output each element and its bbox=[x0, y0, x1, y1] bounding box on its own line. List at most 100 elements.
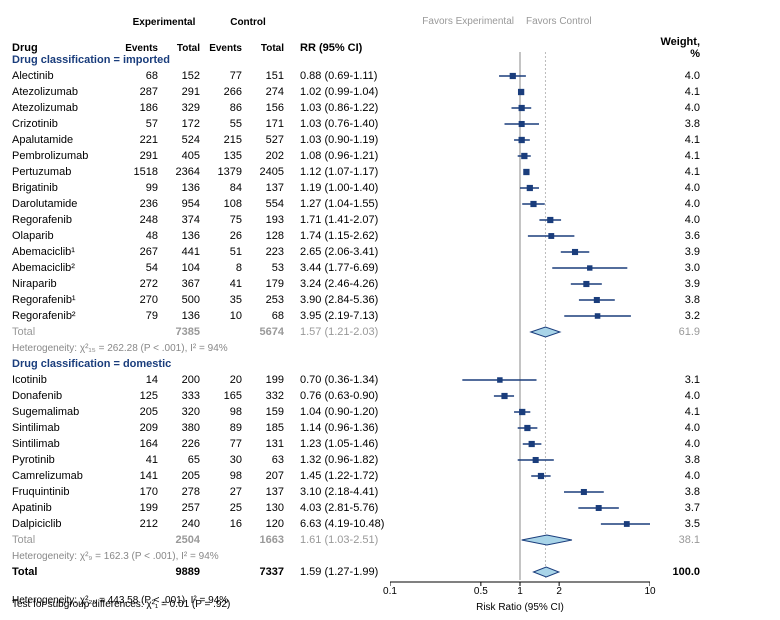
forest-plot-cell bbox=[390, 420, 650, 436]
rr-ci: 1.19 (1.00-1.40) bbox=[290, 182, 390, 194]
exp-total: 136 bbox=[164, 310, 206, 322]
forest-plot-cell bbox=[390, 84, 650, 100]
subgroup-test: Test for subgroup differences: χ²₁ = 0.0… bbox=[12, 599, 390, 610]
forest-plot-cell bbox=[390, 116, 650, 132]
ctrl-total: 53 bbox=[248, 262, 290, 274]
forest-plot-cell bbox=[390, 548, 650, 564]
ctrl-total: 207 bbox=[248, 470, 290, 482]
ctrl-events: 98 bbox=[206, 470, 248, 482]
exp-events: 170 bbox=[122, 486, 164, 498]
ctrl-total: 2405 bbox=[248, 166, 290, 178]
rr-ci: 0.70 (0.36-1.34) bbox=[290, 374, 390, 386]
weight: 3.2 bbox=[650, 310, 700, 322]
drug-name: Regorafenib² bbox=[12, 310, 122, 322]
ctrl-total: 199 bbox=[248, 374, 290, 386]
subgroup-header: Drug classification = domestic bbox=[12, 358, 290, 370]
ctrl-events: 215 bbox=[206, 134, 248, 146]
forest-row: Alectinib68152771510.88 (0.69-1.11)4.0 bbox=[12, 68, 768, 84]
forest-plot-cell bbox=[390, 436, 650, 452]
exp-events: 1518 bbox=[122, 166, 164, 178]
rr-ci: 0.76 (0.63-0.90) bbox=[290, 390, 390, 402]
drug-name: Pyrotinib bbox=[12, 454, 122, 466]
ctrl-total: 253 bbox=[248, 294, 290, 306]
exp-events: 79 bbox=[122, 310, 164, 322]
drug-name: Regorafenib bbox=[12, 214, 122, 226]
exp-events: 291 bbox=[122, 150, 164, 162]
grand-ctrl-total: 7337 bbox=[248, 566, 290, 578]
forest-row: Sintilimab164226771311.23 (1.05-1.46)4.0 bbox=[12, 436, 768, 452]
weight: 3.1 bbox=[650, 374, 700, 386]
exp-total: 441 bbox=[164, 246, 206, 258]
forest-row: Regorafenib²7913610683.95 (2.19-7.13)3.2 bbox=[12, 308, 768, 324]
rr-ci: 1.03 (0.90-1.19) bbox=[290, 134, 390, 146]
exp-total: 524 bbox=[164, 134, 206, 146]
ctrl-total: 179 bbox=[248, 278, 290, 290]
weight: 4.1 bbox=[650, 166, 700, 178]
exp-events: 205 bbox=[122, 406, 164, 418]
exp-events: 221 bbox=[122, 134, 164, 146]
tick-label: 1 bbox=[517, 586, 523, 597]
exp-events: 125 bbox=[122, 390, 164, 402]
exp-total: 405 bbox=[164, 150, 206, 162]
ctrl-events: 86 bbox=[206, 102, 248, 114]
fav-ctrl: Favors Control bbox=[526, 16, 592, 27]
drug-name: Icotinib bbox=[12, 374, 122, 386]
rr-ci: 1.14 (0.96-1.36) bbox=[290, 422, 390, 434]
forest-plot-cell bbox=[390, 196, 650, 212]
exp-events: 248 bbox=[122, 214, 164, 226]
ctrl-events: 20 bbox=[206, 374, 248, 386]
rr-ci: 3.10 (2.18-4.41) bbox=[290, 486, 390, 498]
hdr-ctrl-events: Events bbox=[206, 43, 248, 54]
grand-exp-total: 9889 bbox=[164, 566, 206, 578]
ctrl-total: 131 bbox=[248, 438, 290, 450]
exp-events: 141 bbox=[122, 470, 164, 482]
ctrl-total: 151 bbox=[248, 70, 290, 82]
tick-label: 0.5 bbox=[474, 586, 488, 597]
drug-name: Crizotinib bbox=[12, 118, 122, 130]
ctrl-events: 8 bbox=[206, 262, 248, 274]
exp-events: 14 bbox=[122, 374, 164, 386]
exp-events: 54 bbox=[122, 262, 164, 274]
forest-plot-cell bbox=[390, 100, 650, 116]
drug-name: Regorafenib¹ bbox=[12, 294, 122, 306]
exp-total: 374 bbox=[164, 214, 206, 226]
weight: 4.0 bbox=[650, 390, 700, 402]
weight: 4.0 bbox=[650, 70, 700, 82]
fav-exp: Favors Experimental bbox=[422, 16, 514, 27]
forest-plot-cell bbox=[390, 244, 650, 260]
exp-events: 209 bbox=[122, 422, 164, 434]
hdr-exp: Experimental bbox=[122, 17, 206, 28]
exp-events: 99 bbox=[122, 182, 164, 194]
drug-name: Apalutamide bbox=[12, 134, 122, 146]
weight: 4.1 bbox=[650, 86, 700, 98]
exp-events: 186 bbox=[122, 102, 164, 114]
ctrl-events: 55 bbox=[206, 118, 248, 130]
exp-total: 205 bbox=[164, 470, 206, 482]
ctrl-events: 41 bbox=[206, 278, 248, 290]
forest-plot-cell bbox=[390, 500, 650, 516]
ctrl-events: 108 bbox=[206, 198, 248, 210]
ctrl-events: 135 bbox=[206, 150, 248, 162]
exp-total: 278 bbox=[164, 486, 206, 498]
tick-label: 2 bbox=[556, 586, 562, 597]
forest-plot-cell bbox=[390, 372, 650, 388]
drug-name: Sugemalimab bbox=[12, 406, 122, 418]
x-axis: 0.10.51210Risk Ratio (95% CI) bbox=[390, 580, 650, 620]
ctrl-total: 274 bbox=[248, 86, 290, 98]
ctrl-events: 25 bbox=[206, 502, 248, 514]
exp-total: 104 bbox=[164, 262, 206, 274]
rr-ci: 1.27 (1.04-1.55) bbox=[290, 198, 390, 210]
rr-ci: 6.63 (4.19-10.48) bbox=[290, 518, 390, 530]
ctrl-total: 120 bbox=[248, 518, 290, 530]
exp-total: 367 bbox=[164, 278, 206, 290]
drug-name: Pembrolizumab bbox=[12, 150, 122, 162]
forest-plot-cell bbox=[390, 212, 650, 228]
rr-ci: 1.02 (0.99-1.04) bbox=[290, 86, 390, 98]
drug-name: Sintilimab bbox=[12, 438, 122, 450]
exp-events: 272 bbox=[122, 278, 164, 290]
heterogeneity: Heterogeneity: χ²₉ = 162.3 (P < .001), I… bbox=[12, 551, 390, 562]
rr-ci: 3.90 (2.84-5.36) bbox=[290, 294, 390, 306]
drug-name: Pertuzumab bbox=[12, 166, 122, 178]
forest-row: Icotinib14200201990.70 (0.36-1.34)3.1 bbox=[12, 372, 768, 388]
forest-plot-cell bbox=[390, 68, 650, 84]
